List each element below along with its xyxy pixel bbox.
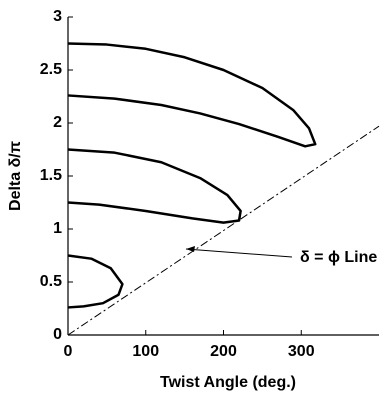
x-tick-label: 100 <box>132 343 159 360</box>
y-axis-label: Delta δ/π <box>7 141 24 211</box>
y-tick-label: 0 <box>53 326 62 343</box>
y-tick-label: 2 <box>53 114 62 131</box>
annotation: δ = ϕ Line <box>300 249 377 266</box>
curve <box>67 42 317 148</box>
curve <box>67 254 124 309</box>
annotation-arrow <box>185 248 293 258</box>
x-tick-label: 200 <box>210 343 237 360</box>
y-tick-label: 0.5 <box>40 273 62 290</box>
y-tick-label: 1 <box>53 220 62 237</box>
arrow-head <box>186 246 195 252</box>
curve <box>67 125 380 336</box>
x-tick-label: 0 <box>64 343 73 360</box>
curve <box>67 148 242 224</box>
x-tick-label: 300 <box>288 343 315 360</box>
y-tick-label: 2.5 <box>40 61 62 78</box>
y-tick-label: 3 <box>53 8 62 25</box>
y-tick-label: 1.5 <box>40 167 62 184</box>
x-axis-label: Twist Angle (deg.) <box>160 374 296 391</box>
